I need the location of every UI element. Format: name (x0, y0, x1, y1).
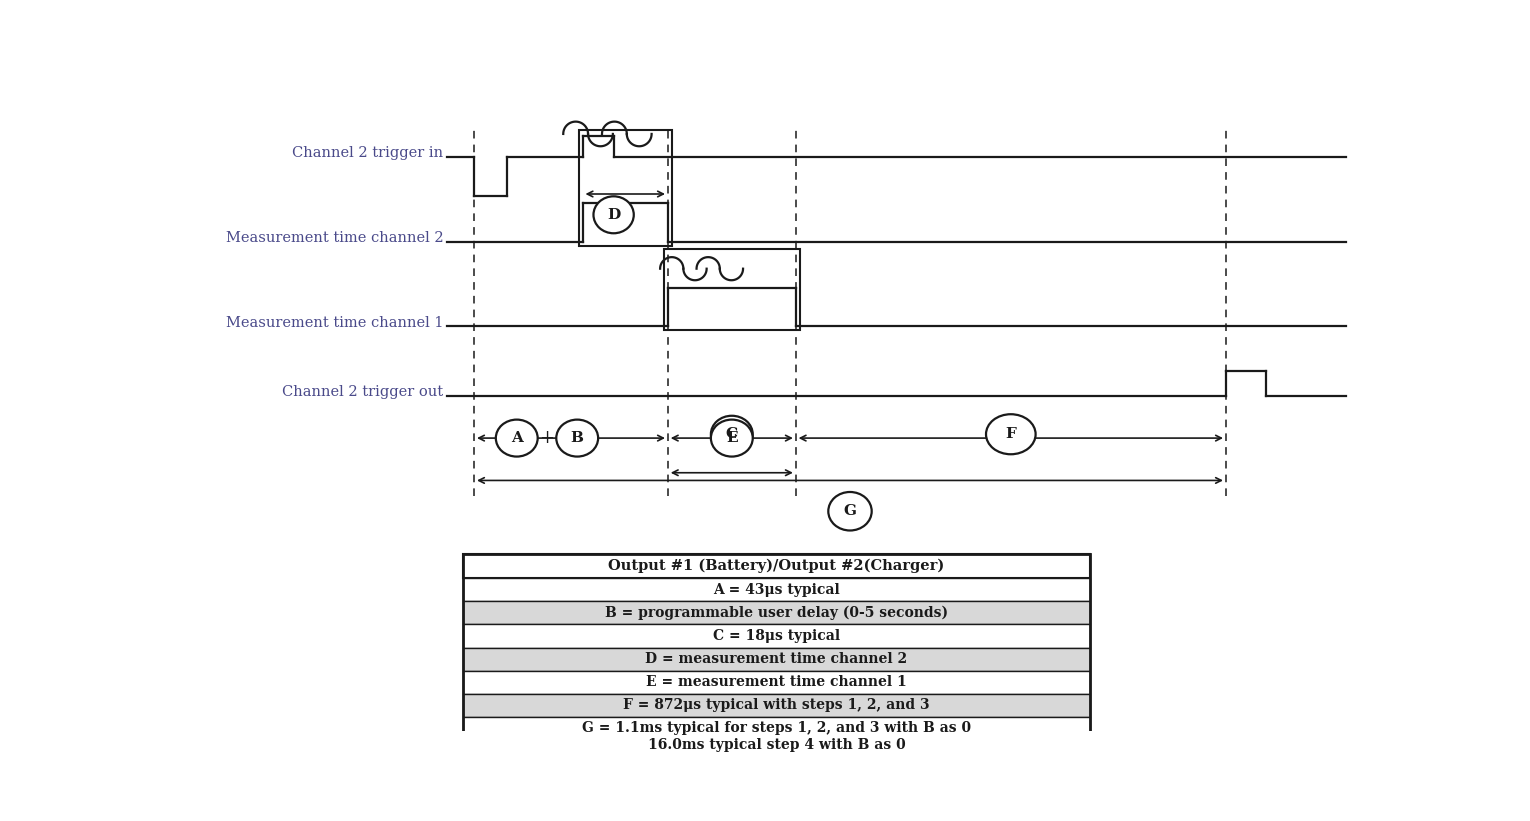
Text: F: F (1005, 427, 1016, 441)
Text: D = measurement time channel 2: D = measurement time channel 2 (646, 652, 907, 666)
Bar (462, 625, 1091, 648)
Bar (462, 553, 1091, 578)
Text: Measurement time channel 1: Measurement time channel 1 (225, 315, 444, 329)
Text: B: B (571, 431, 584, 445)
Text: +: + (540, 429, 554, 447)
Text: Channel 2 trigger out: Channel 2 trigger out (282, 385, 444, 399)
Ellipse shape (496, 420, 537, 456)
Text: G = 1.1ms typical for steps 1, 2, and 3 with B as 0: G = 1.1ms typical for steps 1, 2, and 3 … (581, 722, 972, 736)
Bar (462, 717, 1091, 755)
Bar (462, 578, 1091, 601)
Text: C = 18μs typical: C = 18μs typical (713, 629, 840, 643)
Text: A: A (511, 431, 523, 445)
Text: Measurement time channel 2: Measurement time channel 2 (225, 231, 444, 245)
Bar (462, 553, 1091, 755)
Text: A = 43μs typical: A = 43μs typical (713, 583, 840, 597)
Text: D: D (607, 208, 620, 222)
Text: 16.0ms typical step 4 with B as 0: 16.0ms typical step 4 with B as 0 (647, 737, 906, 751)
Text: Output #1 (Battery)/Output #2(Charger): Output #1 (Battery)/Output #2(Charger) (609, 559, 944, 573)
Text: Channel 2 trigger in: Channel 2 trigger in (292, 146, 444, 160)
Text: F = 872μs typical with steps 1, 2, and 3: F = 872μs typical with steps 1, 2, and 3 (623, 699, 930, 713)
Text: E: E (727, 431, 737, 445)
Ellipse shape (711, 415, 753, 452)
Text: B = programmable user delay (0-5 seconds): B = programmable user delay (0-5 seconds… (604, 606, 949, 620)
Text: C: C (725, 427, 737, 441)
Text: E = measurement time channel 1: E = measurement time channel 1 (646, 675, 907, 689)
Bar (578, 130, 672, 245)
Bar (462, 601, 1091, 625)
Ellipse shape (828, 492, 872, 530)
Ellipse shape (594, 196, 633, 233)
Bar (462, 694, 1091, 717)
Ellipse shape (711, 420, 753, 456)
Text: G: G (843, 504, 857, 518)
Bar (462, 648, 1091, 671)
Bar (462, 671, 1091, 694)
Ellipse shape (985, 415, 1036, 454)
Bar (664, 250, 800, 330)
Ellipse shape (557, 420, 598, 456)
